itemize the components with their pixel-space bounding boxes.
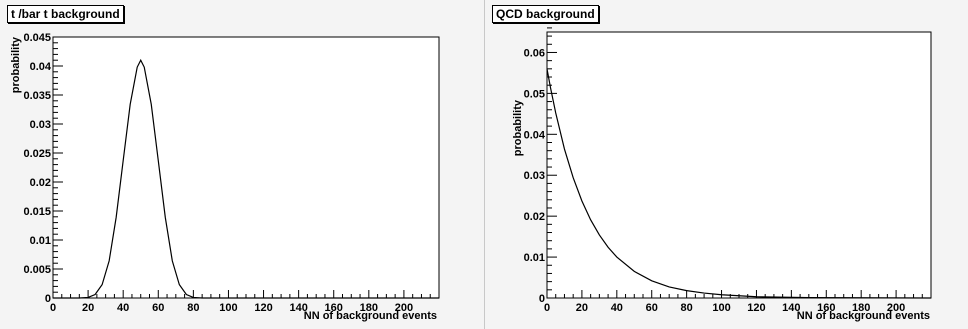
x-tick-label: 0 (50, 302, 56, 314)
plot-frame (546, 31, 932, 299)
x-tick-label: 180 (360, 302, 378, 314)
x-tick-label: 20 (82, 302, 94, 314)
x-tick-label: 200 (887, 302, 905, 314)
qcd-background-chart: 0 20 40 60 80 100 120 140 160 180 200 0 0.01 0.02 0.03… (512, 27, 932, 322)
ttbar-probability-curve (53, 58, 439, 299)
x-tick-label: 40 (611, 302, 623, 314)
x-tick-label: 0 (544, 302, 550, 314)
x-tick-label: 100 (712, 302, 730, 314)
x-tick-label: 120 (747, 302, 765, 314)
chart-title: QCD background (492, 5, 599, 23)
axis-ticks (52, 36, 440, 299)
y-tick-label: 0.05 (524, 88, 545, 100)
y-tick-label: 0.03 (30, 119, 51, 131)
chart-title: t /bar t background (7, 5, 124, 23)
x-tick-label: 160 (817, 302, 835, 314)
y-tick-label: 0.03 (524, 170, 545, 182)
y-tick-label: 0.045 (23, 32, 51, 44)
y-axis-label: probability (512, 99, 524, 156)
x-tick-label: 140 (289, 302, 307, 314)
left-chart-panel: 0 20 40 60 80 100 120 140 160 180 200 0 0.005 0.01 0.0… (7, 5, 440, 322)
y-tick-label: 0.02 (30, 177, 51, 189)
plot-frame (52, 36, 440, 299)
y-tick-label: 0.025 (23, 148, 51, 160)
qcd-probability-curve (546, 68, 932, 299)
y-tick-label: 0.02 (524, 211, 545, 223)
tick-labels: 0 20 40 60 80 100 120 140 160 180 200 0 0.01 0.02 0.03… (524, 47, 906, 314)
x-tick-label: 80 (187, 302, 199, 314)
x-tick-label: 140 (782, 302, 800, 314)
x-tick-label: 180 (852, 302, 870, 314)
y-axis-label: probability (10, 36, 22, 93)
x-tick-label: 20 (576, 302, 588, 314)
right-chart-panel: 0 20 40 60 80 100 120 140 160 180 200 0 0.01 0.02 0.03… (484, 0, 968, 329)
x-tick-label: 100 (219, 302, 237, 314)
y-tick-label: 0.04 (30, 61, 52, 73)
x-tick-label: 60 (646, 302, 658, 314)
tick-labels: 0 20 40 60 80 100 120 140 160 180 200 0 0.005 0.01 0.0… (23, 32, 413, 314)
y-tick-label: 0.04 (524, 129, 546, 141)
x-tick-label: 200 (395, 302, 413, 314)
y-tick-label: 0 (45, 293, 51, 305)
x-axis-label: NN of background events (797, 310, 930, 322)
y-tick-label: 0.06 (524, 47, 545, 59)
y-tick-label: 0.035 (23, 90, 51, 102)
y-tick-label: 0.01 (30, 235, 51, 247)
x-tick-label: 160 (325, 302, 343, 314)
y-tick-label: 0.01 (524, 252, 545, 264)
y-tick-label: 0.005 (23, 264, 51, 276)
ttbar-background-chart: 0 20 40 60 80 100 120 140 160 180 200 0 0.005 0.01 0.0… (10, 32, 440, 322)
x-tick-label: 120 (254, 302, 272, 314)
y-tick-label: 0.015 (23, 206, 51, 218)
x-tick-label: 40 (117, 302, 129, 314)
x-tick-label: 60 (152, 302, 164, 314)
x-axis-label: NN of background events (304, 310, 437, 322)
y-tick-label: 0 (539, 293, 545, 305)
x-tick-label: 80 (681, 302, 693, 314)
